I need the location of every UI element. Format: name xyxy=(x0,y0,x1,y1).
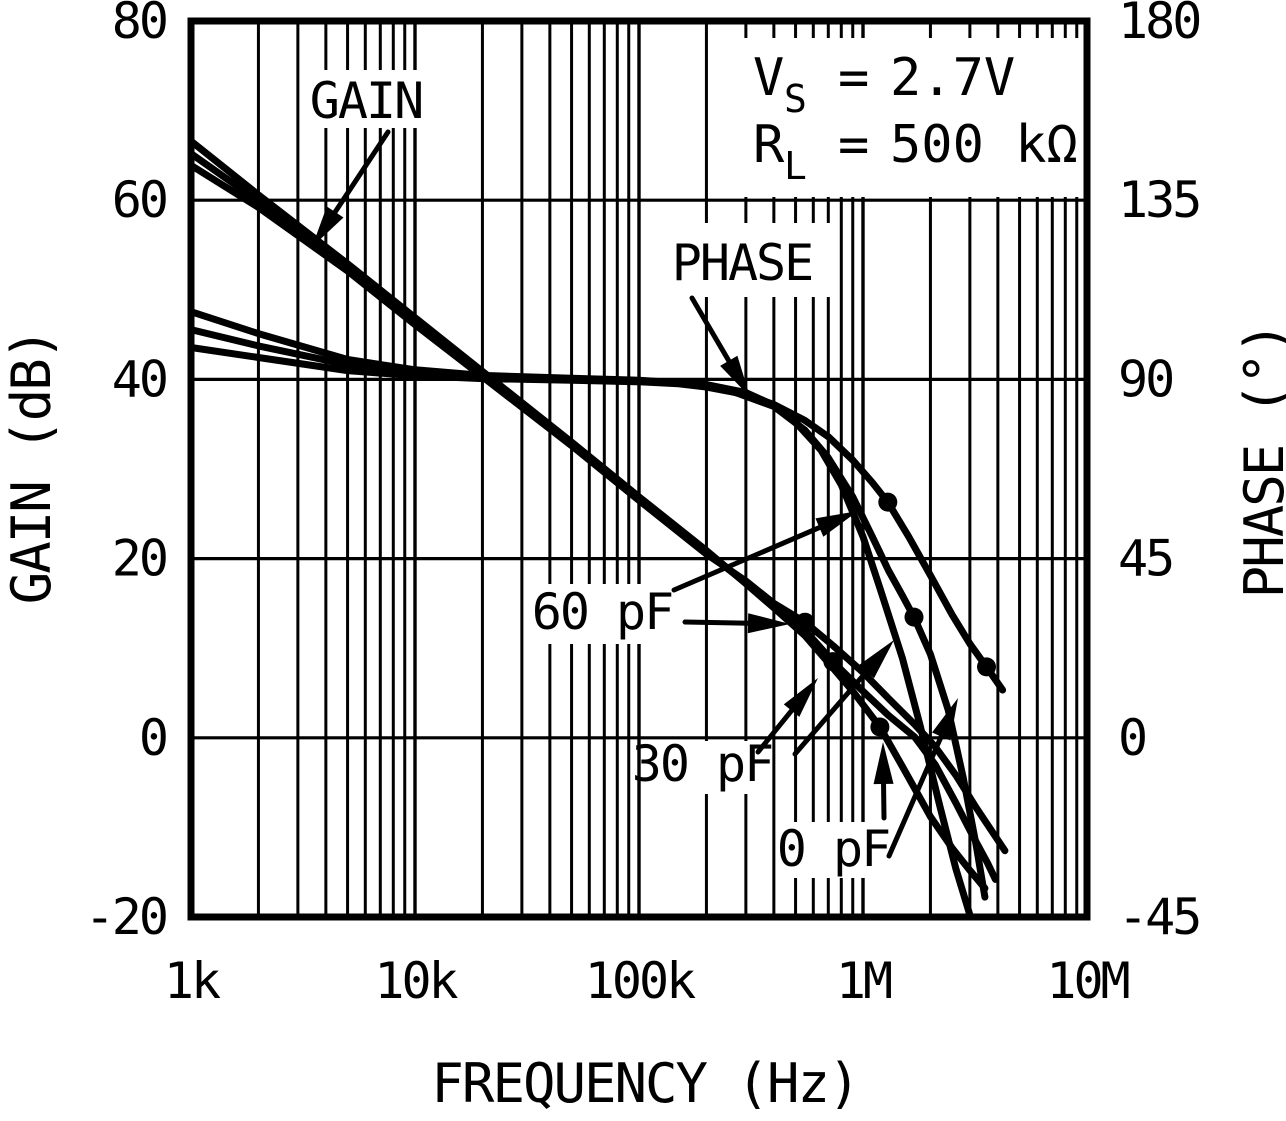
phase-label-arrow-0-head xyxy=(720,355,750,397)
y-left-tick-0: 0 xyxy=(139,709,166,767)
cl-60pF-label-arrow-1-shaft xyxy=(671,515,844,593)
x-tick-1M: 1M xyxy=(836,952,891,1010)
marker-dot-gain-30pF xyxy=(823,652,843,672)
cl-30pF-label: 30 pF xyxy=(632,735,773,793)
cl-30pF-label-background xyxy=(641,741,764,794)
cl-0pF-label: 0 pF xyxy=(777,820,889,878)
y-left-tick--20: -20 xyxy=(85,888,166,946)
x-tick-100k: 100k xyxy=(585,952,696,1010)
gain-label-background xyxy=(310,70,424,128)
cl-30pF-label-arrow-1-head xyxy=(858,640,894,679)
y-right-tick-90: 90 xyxy=(1118,350,1172,408)
cl-60pF-label-background xyxy=(531,584,674,644)
plot-border xyxy=(187,17,1091,921)
marker-dot-phase-0pF xyxy=(977,657,996,677)
condition-line-0: VS = 2.7V xyxy=(753,48,1015,121)
cl-0pF-label-arrow-0-head xyxy=(873,742,894,785)
y-right-tick-45: 45 xyxy=(1118,530,1172,588)
y-right-tick-135: 135 xyxy=(1118,171,1199,229)
y-left-tick-80: 80 xyxy=(112,0,166,50)
phase-label: PHASE xyxy=(672,234,813,292)
x-tick-1k: 1k xyxy=(164,952,221,1010)
marker-dot-phase-0pF xyxy=(878,492,898,512)
x-tick-10M: 10M xyxy=(1046,952,1128,1010)
y-axis-left-title: GAIN (dB) xyxy=(0,330,63,605)
gain-label: GAIN xyxy=(310,72,422,130)
x-axis-title: FREQUENCY (Hz) xyxy=(431,1052,858,1115)
y-right-tick--45: -45 xyxy=(1118,888,1199,946)
marker-dot-gain-0pF xyxy=(870,717,890,737)
curve-phase-60pF xyxy=(187,308,974,919)
cl-60pF-label: 60 pF xyxy=(532,583,673,641)
marker-dot-phase-30pF xyxy=(904,607,924,627)
cl-60pF-label-arrow-0-head xyxy=(747,613,790,634)
y-left-tick-40: 40 xyxy=(112,350,166,408)
y-left-tick-20: 20 xyxy=(112,530,166,588)
y-axis-right-title: PHASE (°) xyxy=(1233,324,1286,599)
cl-0pF-label-arrow-1-head xyxy=(932,698,958,741)
condition-line-1: RL = 500 kΩ xyxy=(753,115,1078,188)
curve-gain-60pF xyxy=(187,161,1009,855)
y-left-tick-60: 60 xyxy=(112,171,166,229)
y-right-tick-180: 180 xyxy=(1118,0,1199,50)
gain-label-arrow-0-head xyxy=(312,206,344,247)
marker-dot-gain-60pF xyxy=(795,612,815,632)
cl-60pF-label-arrow-1-head xyxy=(815,511,858,537)
condition-box-background xyxy=(709,38,1083,197)
y-right-tick-0: 0 xyxy=(1118,709,1145,767)
cl-0pF-label-background xyxy=(786,822,888,878)
x-tick-10k: 10k xyxy=(374,952,458,1010)
cl-0pF-label-arrow-1-shaft xyxy=(886,712,953,859)
cl-30pF-label-arrow-0-head xyxy=(783,678,818,717)
phase-label-background xyxy=(656,223,835,297)
